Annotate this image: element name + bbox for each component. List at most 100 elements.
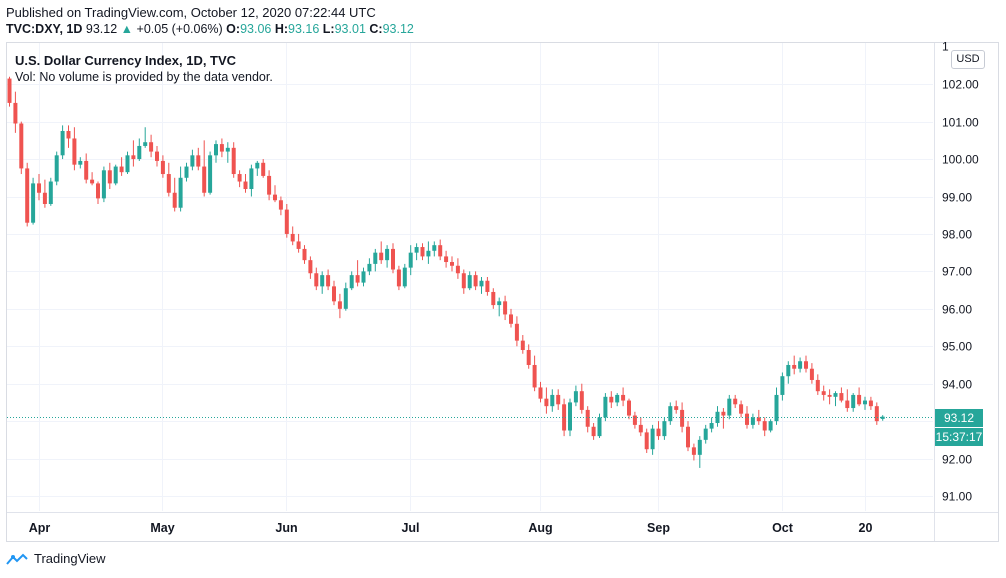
candle [709, 417, 714, 433]
candle-body [361, 271, 366, 283]
candle-body [674, 406, 679, 410]
candle-body [680, 409, 685, 427]
candle [798, 357, 803, 373]
candle [267, 170, 272, 201]
quote-line: TVC:DXY, 1D 93.12 ▲ +0.05 (+0.06%) O:93.… [6, 22, 414, 36]
candle [845, 389, 850, 412]
candle [48, 177, 53, 206]
candle-body [255, 162, 260, 169]
candle [491, 288, 496, 309]
candle-body [355, 275, 360, 283]
candle-body [184, 166, 189, 178]
candle [408, 245, 413, 276]
candle [686, 421, 690, 452]
footer-brand[interactable]: TradingView [6, 551, 106, 566]
candle-body [839, 393, 844, 401]
candle-body [868, 400, 873, 407]
chart-frame [6, 42, 999, 542]
candle [302, 245, 307, 264]
candle-body [585, 409, 590, 427]
candle-body [296, 241, 301, 249]
candle [668, 402, 673, 425]
open-value: 93.06 [240, 22, 272, 36]
brand-label: TradingView [34, 551, 106, 566]
candle-body [880, 416, 885, 419]
candle-body [597, 417, 602, 437]
candle [509, 308, 513, 328]
candle-body [308, 260, 313, 274]
candle [632, 411, 637, 429]
candle [473, 271, 478, 291]
candle-body [638, 424, 643, 433]
candle-body [166, 174, 171, 193]
candle-body [107, 170, 112, 184]
candle [66, 125, 71, 148]
candle-body [627, 400, 631, 416]
candle [296, 233, 301, 253]
candle [125, 151, 130, 175]
candle-body [231, 147, 236, 175]
candle [420, 243, 425, 261]
candle-body [857, 394, 862, 405]
candle [7, 76, 12, 107]
candle [674, 400, 679, 414]
candle-body [650, 428, 655, 450]
time-tick-label: Sep [647, 521, 670, 535]
candle [402, 263, 407, 289]
candle-body [526, 350, 531, 365]
candle [444, 250, 449, 268]
candle-body [455, 265, 460, 274]
candle [815, 374, 820, 395]
candle-body [432, 245, 437, 251]
candle [532, 355, 537, 392]
candle [455, 258, 460, 279]
candle [786, 361, 791, 384]
price-tick-label: 92.00 [942, 453, 972, 467]
candle [337, 293, 342, 319]
currency-button[interactable]: USD [951, 50, 985, 69]
candle-body [573, 391, 578, 403]
candle-body [72, 138, 77, 165]
candle-body [314, 273, 319, 287]
candle-body [786, 364, 791, 377]
candle [13, 91, 18, 133]
price-tick-label: 99.00 [942, 191, 972, 205]
candle [479, 277, 484, 294]
candle-body [874, 406, 879, 422]
candle [137, 138, 142, 161]
candle [438, 239, 443, 261]
candle [37, 174, 41, 201]
candle-body [514, 323, 519, 341]
candle-body [745, 413, 749, 425]
candle-body [556, 394, 561, 405]
candle-body [113, 166, 118, 184]
candle [809, 363, 814, 384]
candle-body [131, 155, 136, 160]
candle [461, 269, 466, 294]
candle [367, 258, 372, 276]
candle [768, 419, 773, 433]
candle-body [332, 286, 336, 302]
candle-body [84, 160, 89, 180]
candle-body [562, 404, 567, 431]
candle-body [78, 160, 83, 165]
candle-body [190, 155, 195, 167]
candle [143, 127, 148, 148]
candle [450, 256, 454, 272]
candle [196, 147, 201, 171]
candle-body [278, 200, 283, 210]
candle [503, 295, 508, 321]
candle-body [408, 252, 413, 268]
candle [96, 181, 100, 204]
candle [237, 170, 242, 188]
candle-body [326, 275, 331, 287]
candle [638, 417, 643, 437]
candle-body [426, 250, 431, 257]
candle [585, 406, 590, 433]
candle-body [219, 144, 224, 152]
candle [190, 149, 195, 171]
price-tick-label: 96.00 [942, 303, 972, 317]
candle-body [503, 301, 508, 315]
countdown-tag: 15:37:17 [935, 427, 983, 446]
